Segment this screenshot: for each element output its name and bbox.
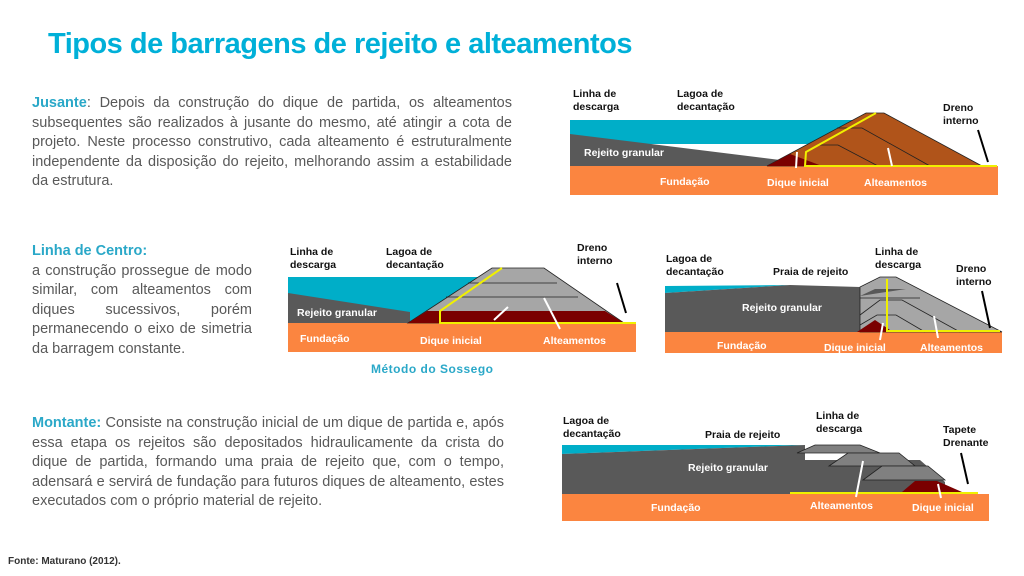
label-descarga: descarga — [290, 259, 336, 271]
label-decantacao: decantação — [666, 266, 724, 278]
label-alteamentos: Alteamentos — [810, 500, 873, 512]
label-fundacao: Fundação — [660, 176, 710, 188]
montante-diagram: Lagoa de decantação Praia de rejeito Lin… — [562, 410, 989, 521]
label-descarga: descarga — [875, 259, 921, 271]
label-linha-descarga: Linha de — [875, 246, 918, 258]
label-fundacao: Fundação — [300, 333, 350, 345]
diagram-caption: Método do Sossego — [371, 362, 494, 376]
label-decantacao: decantação — [563, 428, 621, 440]
label-drenante: Drenante — [943, 437, 989, 449]
label-interno: interno — [956, 276, 992, 288]
label-praia: Praia de rejeito — [705, 429, 780, 441]
label-tapete: Tapete — [943, 424, 976, 436]
label-interno: interno — [943, 115, 979, 127]
centro-text: a construção prossegue de modo similar, … — [32, 262, 252, 357]
montante-heading: Montante: — [32, 415, 102, 431]
label-rejeito: Rejeito granular — [742, 302, 822, 314]
label-dique: Dique inicial — [767, 177, 829, 189]
page-title: Tipos de barragens de rejeito e alteamen… — [48, 28, 632, 60]
label-descarga: descarga — [573, 101, 619, 113]
label-dreno: Dreno — [943, 102, 973, 114]
label-alteamentos: Alteamentos — [920, 342, 983, 354]
centro-heading: Linha de Centro: — [32, 243, 148, 259]
label-decantacao: decantação — [386, 259, 444, 271]
label-dique: Dique inicial — [420, 335, 482, 347]
label-lagoa: Lagoa de — [563, 415, 609, 427]
label-rejeito: Rejeito granular — [584, 147, 664, 159]
label-linha-descarga: Linha de — [816, 410, 859, 422]
label-lagoa: Lagoa de — [677, 88, 723, 100]
jusante-diagram: Linha de descarga Lagoa de decantação Dr… — [570, 88, 998, 195]
montante-text: Consiste na construção inicial de um diq… — [32, 415, 504, 509]
label-descarga: descarga — [816, 423, 862, 435]
label-dique: Dique inicial — [824, 342, 886, 354]
centro-diagram-2: Lagoa de decantação Praia de rejeito Lin… — [665, 246, 1003, 354]
label-fundacao: Fundação — [651, 502, 701, 514]
source-note: Fonte: Maturano (2012). — [8, 556, 121, 567]
label-linha-descarga: Linha de — [573, 88, 616, 100]
jusante-heading: Jusante — [32, 95, 87, 111]
centro-description: Linha de Centro: a construção prossegue d… — [32, 242, 252, 359]
montante-description: Montante: Consiste na construção inicial… — [32, 414, 504, 512]
label-dreno: Dreno — [956, 263, 986, 275]
label-dreno: Dreno — [577, 242, 607, 254]
label-interno: interno — [577, 255, 613, 267]
jusante-description: Jusante: Depois da construção do dique d… — [32, 94, 512, 192]
label-dique: Dique inicial — [912, 502, 974, 514]
label-lagoa: Lagoa de — [386, 246, 432, 258]
label-linha-descarga: Linha de — [290, 246, 333, 258]
label-rejeito: Rejeito granular — [688, 462, 768, 474]
label-alteamentos: Alteamentos — [864, 177, 927, 189]
label-fundacao: Fundação — [717, 340, 767, 352]
label-alteamentos: Alteamentos — [543, 335, 606, 347]
label-praia: Praia de rejeito — [773, 266, 848, 278]
label-lagoa: Lagoa de — [666, 253, 712, 265]
jusante-text: : Depois da construção do dique de parti… — [32, 95, 512, 189]
centro-diagram: Linha de descarga Lagoa de decantação Dr… — [288, 242, 636, 352]
label-rejeito: Rejeito granular — [297, 307, 377, 319]
label-decantacao: decantação — [677, 101, 735, 113]
